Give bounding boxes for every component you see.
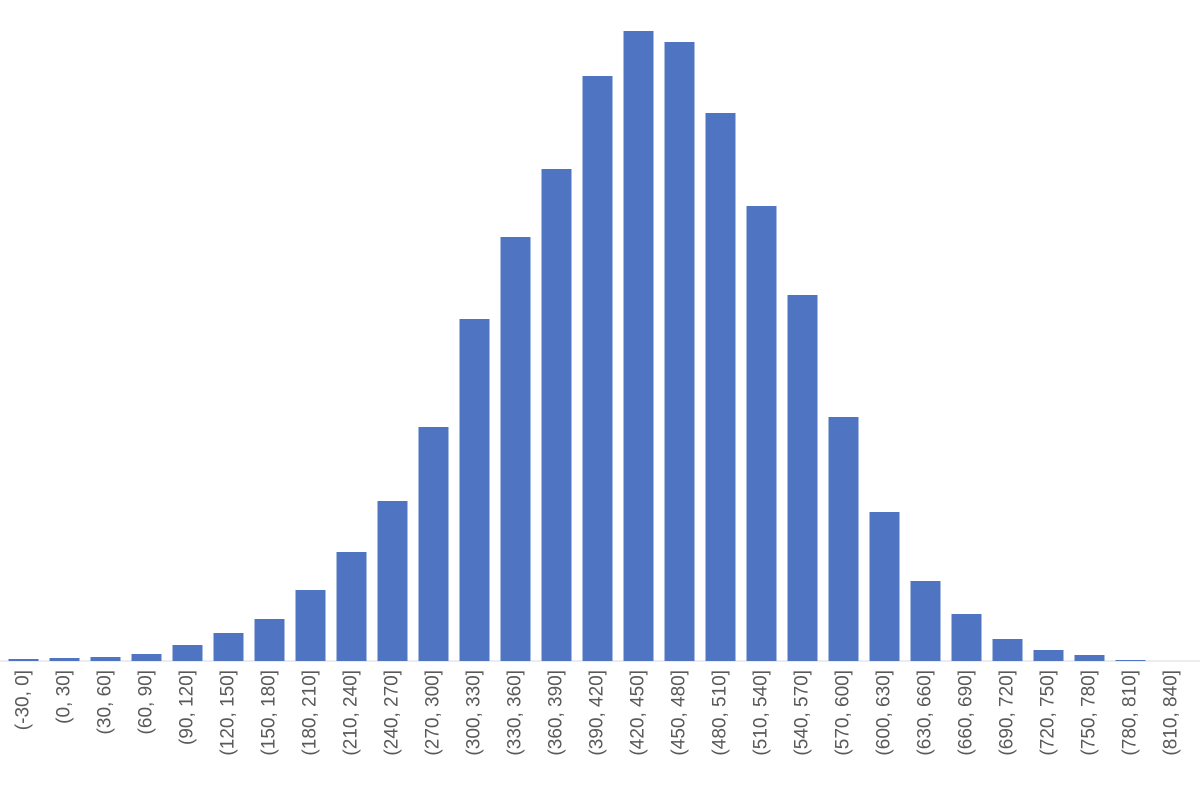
bar [705, 113, 736, 661]
x-tick-label: (690, 720] [997, 670, 1018, 756]
bar [49, 658, 80, 661]
bar [787, 295, 818, 661]
bar [377, 501, 408, 661]
bar [500, 237, 531, 661]
bar [992, 639, 1023, 661]
bar [172, 645, 203, 661]
x-tick-label: (180, 210] [300, 670, 321, 756]
bar [131, 654, 162, 661]
bar [664, 42, 695, 661]
x-tick-label: (90, 120] [177, 670, 198, 745]
x-tick-label: (270, 300] [423, 670, 444, 756]
bar [1074, 655, 1105, 661]
x-tick-label: (60, 90] [136, 670, 157, 734]
x-tick-label: (120, 150] [218, 670, 239, 756]
bar [623, 31, 654, 661]
x-tick-label: (300, 330] [464, 670, 485, 756]
x-tick-label: (630, 660] [915, 670, 936, 756]
bar [910, 581, 941, 661]
x-tick-label: (780, 810] [1120, 670, 1141, 756]
x-tick-label: (660, 690] [956, 670, 977, 756]
bar [336, 552, 367, 661]
bar [869, 512, 900, 661]
x-tick-label: (30, 60] [95, 670, 116, 734]
bar [951, 614, 982, 661]
bar [459, 319, 490, 661]
bar [254, 619, 285, 661]
x-tick-label: (-30, 0] [13, 670, 34, 730]
bar [1115, 660, 1146, 661]
x-tick-label: (600, 630] [874, 670, 895, 756]
x-tick-label: (150, 180] [259, 670, 280, 756]
bar [746, 206, 777, 661]
x-tick-label: (360, 390] [546, 670, 567, 756]
x-tick-label: (390, 420] [587, 670, 608, 756]
x-tick-label: (420, 450] [628, 670, 649, 756]
x-tick-label: (330, 360] [505, 670, 526, 756]
x-tick-label: (480, 510] [710, 670, 731, 756]
bar [541, 169, 572, 661]
bar [582, 76, 613, 661]
bar [213, 633, 244, 661]
x-tick-label: (510, 540] [751, 670, 772, 756]
x-tick-label: (540, 570] [792, 670, 813, 756]
bar [418, 427, 449, 661]
x-tick-label: (210, 240] [341, 670, 362, 756]
bar [295, 590, 326, 661]
bar [828, 417, 859, 661]
x-tick-label: (750, 780] [1079, 670, 1100, 756]
x-tick-label: (450, 480] [669, 670, 690, 756]
x-tick-label: (570, 600] [833, 670, 854, 756]
bar [8, 659, 39, 661]
x-tick-label: (0, 30] [54, 670, 75, 724]
x-tick-label: (240, 270] [382, 670, 403, 756]
x-tick-label: (810, 840] [1161, 670, 1182, 756]
bar [1033, 650, 1064, 661]
x-tick-label: (720, 750] [1038, 670, 1059, 756]
bar [90, 657, 121, 661]
